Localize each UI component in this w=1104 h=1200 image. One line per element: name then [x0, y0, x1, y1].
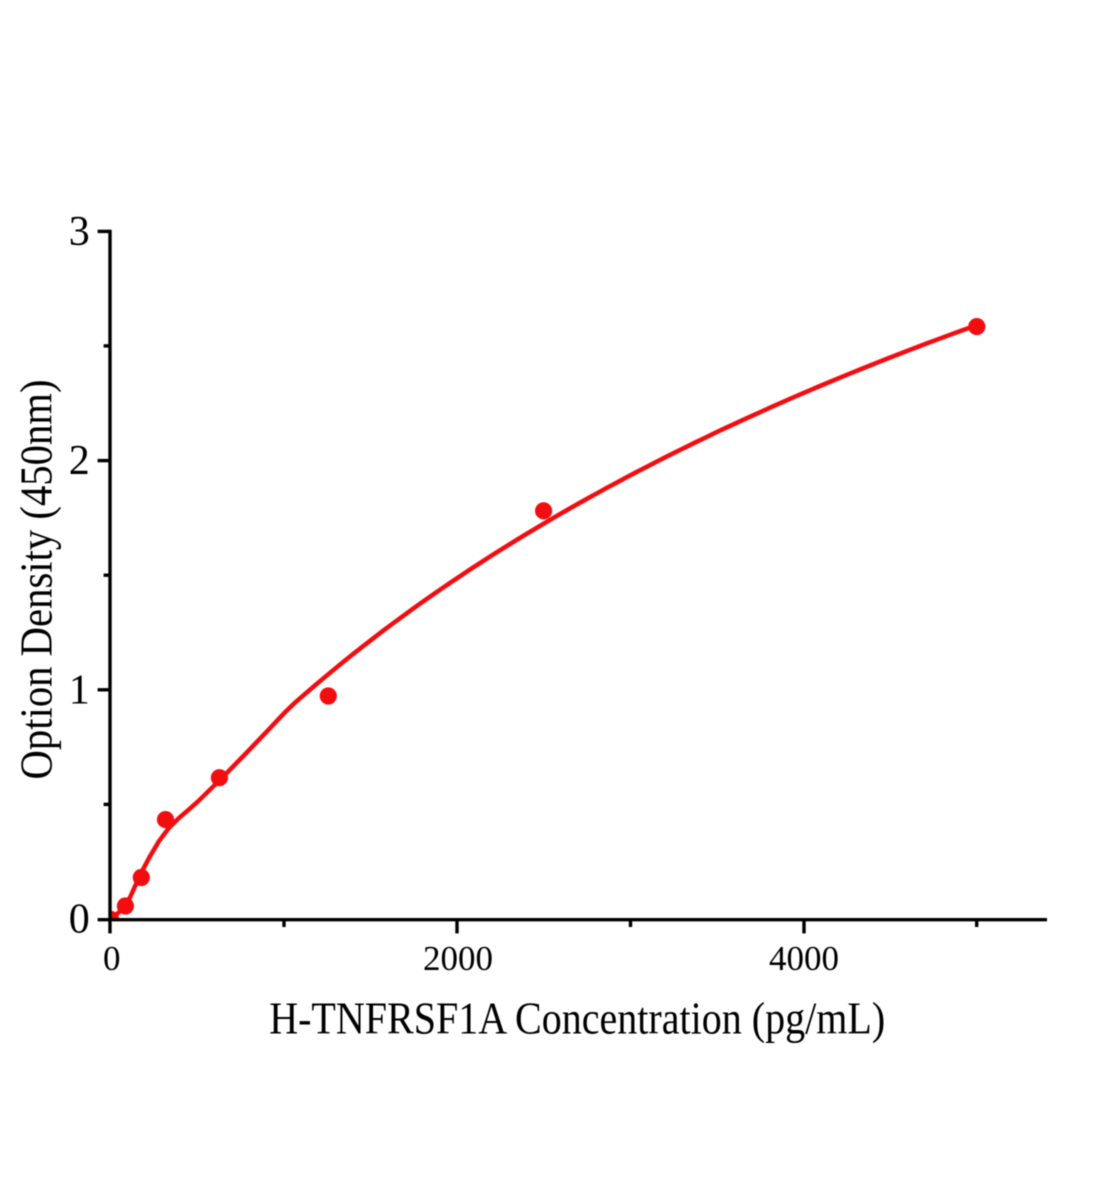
svg-text:0: 0 — [103, 939, 121, 978]
svg-text:4000: 4000 — [769, 939, 839, 978]
svg-text:2000: 2000 — [423, 939, 493, 978]
svg-text:H-TNFRSF1A Concentration (pg/m: H-TNFRSF1A Concentration (pg/mL) — [269, 993, 885, 1044]
svg-text:2: 2 — [69, 438, 90, 484]
svg-text:3: 3 — [69, 209, 90, 255]
svg-text:1: 1 — [69, 667, 90, 713]
svg-text:Option Density (450nm): Option Density (450nm) — [11, 380, 62, 780]
svg-text:0: 0 — [69, 897, 90, 943]
